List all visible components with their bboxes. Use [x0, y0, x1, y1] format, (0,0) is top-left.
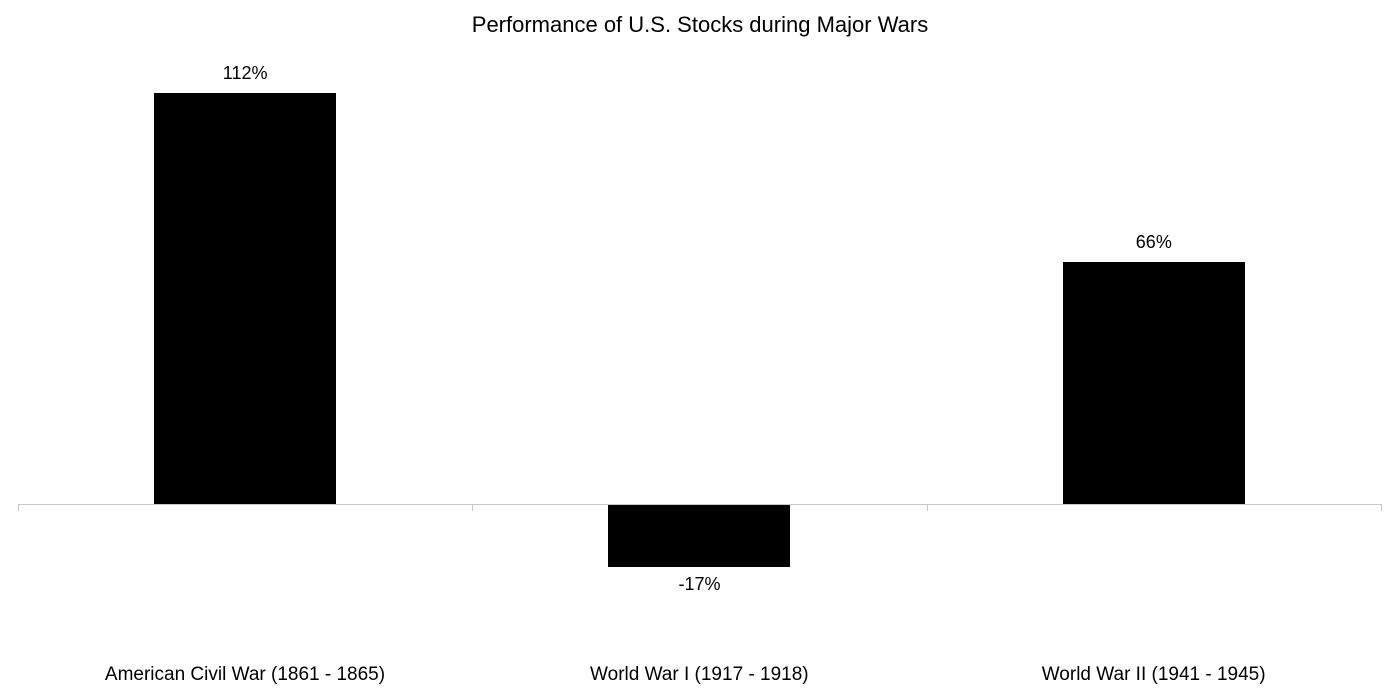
x-axis-tick — [927, 504, 928, 511]
x-axis-tick — [18, 504, 19, 511]
category-label: World War II (1941 - 1945) — [1041, 664, 1266, 685]
x-axis-tick — [472, 504, 473, 511]
bar — [608, 505, 791, 568]
category-label: World War I (1917 - 1918) — [590, 664, 809, 685]
data-label: -17% — [678, 574, 721, 595]
x-axis-line — [18, 504, 1381, 505]
x-axis-tick — [1381, 504, 1382, 511]
data-label: 112% — [222, 63, 268, 83]
chart-title: Performance of U.S. Stocks during Major … — [471, 12, 929, 37]
bar — [1062, 261, 1245, 504]
category-label: American Civil War (1861 - 1865) — [104, 664, 386, 685]
data-label: 66% — [1135, 231, 1172, 252]
bar — [154, 93, 337, 504]
